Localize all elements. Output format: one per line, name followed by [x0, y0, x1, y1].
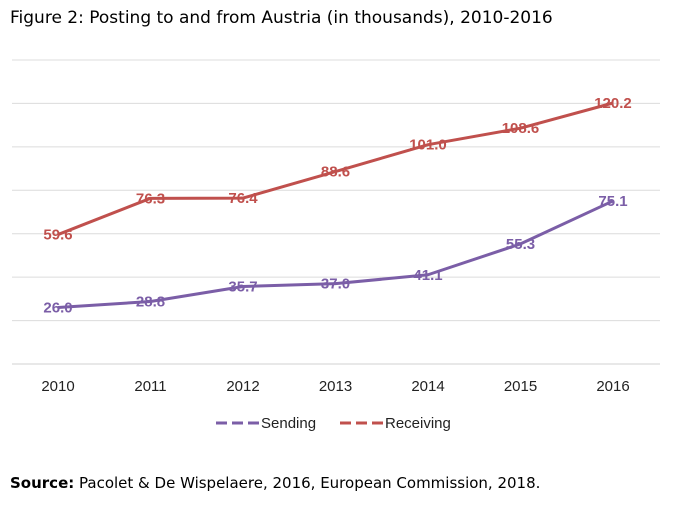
- data-label-sending: 75.1: [598, 193, 627, 210]
- line-chart: 2010 2011 2012 2013 2014 2015 2016 26.0 28.8 35.…: [12, 59, 660, 432]
- figure-title: Figure 2: Posting to and from Austria (i…: [10, 8, 553, 28]
- data-label-sending: 37.0: [321, 276, 350, 293]
- x-tick-label: 2013: [319, 378, 352, 395]
- source-note: Source: Pacolet & De Wispelaere, 2016, E…: [10, 474, 540, 492]
- legend-label-sending: Sending: [261, 415, 316, 432]
- legend-label-receiving: Receiving: [385, 415, 451, 432]
- x-tick-label: 2010: [41, 378, 74, 395]
- source-text: Pacolet & De Wispelaere, 2016, European …: [74, 474, 541, 492]
- source-label: Source:: [10, 474, 75, 492]
- x-tick-label: 2016: [596, 378, 629, 395]
- data-label-receiving: 59.6: [43, 227, 72, 244]
- data-label-receiving: 101.0: [409, 137, 447, 154]
- data-label-sending: 26.0: [43, 300, 72, 317]
- data-label-receiving: 120.2: [594, 95, 632, 112]
- series-line-sending: [57, 199, 614, 310]
- data-label-sending: 55.3: [506, 236, 535, 253]
- x-tick-label: 2015: [504, 378, 537, 395]
- x-axis-ticks: 2010 2011 2012 2013 2014 2015 2016: [41, 378, 629, 395]
- data-label-sending: 35.7: [228, 278, 257, 295]
- legend: Sending Receiving: [216, 415, 451, 432]
- series-line-receiving: [57, 101, 614, 236]
- data-labels: 26.0 28.8 35.7 37.0 41.1 55.3 75.1 59.6 76.3 76.4…: [43, 95, 631, 317]
- data-label-sending: 28.8: [136, 293, 165, 310]
- x-tick-label: 2011: [134, 378, 166, 395]
- data-label-sending: 41.1: [413, 267, 442, 284]
- x-tick-label: 2014: [411, 378, 444, 395]
- gridlines: [12, 59, 660, 365]
- data-label-receiving: 76.4: [228, 190, 258, 207]
- data-label-receiving: 76.3: [136, 190, 165, 207]
- data-label-receiving: 108.6: [502, 120, 540, 137]
- data-label-receiving: 88.6: [321, 164, 350, 181]
- series-lines: [57, 101, 614, 310]
- x-tick-label: 2012: [226, 378, 259, 395]
